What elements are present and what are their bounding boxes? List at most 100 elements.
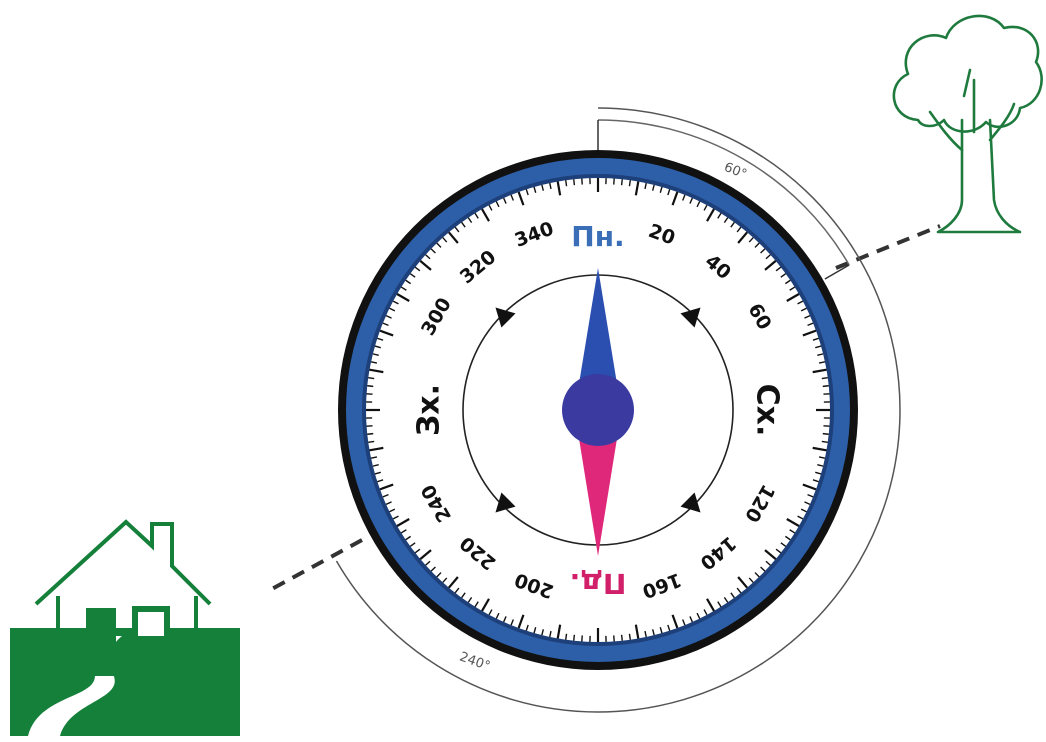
degree-tick bbox=[706, 598, 715, 612]
degree-tick bbox=[382, 322, 389, 326]
compass: Пн. Сх. Пд. Зх. 204060120140160200220240… bbox=[338, 150, 858, 670]
degree-tick bbox=[517, 614, 525, 629]
degree-tick bbox=[644, 630, 647, 638]
degree-tick bbox=[379, 483, 394, 491]
bearing-arc-60 bbox=[597, 119, 850, 266]
degree-tick bbox=[628, 180, 631, 187]
degree-tick bbox=[817, 353, 824, 357]
degree-tick bbox=[703, 204, 708, 211]
degree-tick bbox=[634, 624, 640, 639]
degree-tick bbox=[730, 221, 735, 228]
degree-tick bbox=[367, 432, 374, 435]
degree-tick bbox=[368, 440, 375, 443]
degree-tick bbox=[737, 576, 748, 589]
degree-tick bbox=[754, 242, 760, 248]
degree-tick bbox=[370, 456, 378, 459]
degree-tick bbox=[436, 242, 442, 248]
intercardinal-marker bbox=[680, 492, 701, 513]
degree-tick bbox=[802, 483, 817, 491]
sight-line-to-house bbox=[269, 538, 363, 592]
cardinal-west: Зх. bbox=[412, 384, 447, 436]
degree-tick bbox=[804, 314, 811, 319]
degree-tick bbox=[717, 601, 722, 608]
degree-tick bbox=[488, 609, 493, 616]
intercardinal-marker bbox=[495, 307, 516, 328]
degree-tick bbox=[372, 463, 379, 467]
degree-tick bbox=[533, 627, 537, 634]
degree-tick bbox=[689, 616, 694, 623]
bearing-label-60: 60° bbox=[722, 160, 749, 183]
degree-tick bbox=[821, 377, 828, 380]
degree-tick bbox=[620, 179, 623, 186]
degree-tick bbox=[644, 182, 647, 190]
degree-tick bbox=[541, 184, 545, 191]
degree-tick bbox=[374, 471, 381, 475]
degree-tick bbox=[812, 368, 827, 374]
house-door bbox=[86, 608, 116, 676]
cardinal-north: Пн. bbox=[571, 220, 624, 253]
degree-tick bbox=[696, 612, 701, 619]
degree-tick bbox=[682, 619, 686, 626]
degree-tick bbox=[369, 446, 384, 452]
degree-tick bbox=[800, 508, 807, 513]
degree-tick bbox=[474, 601, 479, 608]
degree-tick bbox=[502, 616, 507, 623]
intercardinal-markers bbox=[495, 307, 701, 513]
degree-tick bbox=[377, 479, 384, 483]
degree-tick bbox=[481, 598, 490, 612]
degree-tick bbox=[764, 549, 777, 560]
sight-lines bbox=[269, 224, 941, 592]
degree-tick bbox=[549, 630, 552, 638]
degree-tick bbox=[396, 293, 410, 302]
degree-tick bbox=[430, 566, 436, 572]
degree-tick bbox=[565, 633, 568, 640]
degree-tick bbox=[659, 627, 663, 634]
degree-tick bbox=[379, 329, 394, 337]
degree-tick bbox=[780, 542, 787, 547]
degree-tick bbox=[748, 577, 754, 583]
degree-tick bbox=[488, 204, 493, 211]
needle-south bbox=[576, 420, 620, 556]
degree-tick bbox=[481, 208, 490, 222]
degree-tick bbox=[659, 186, 663, 193]
degree-tick bbox=[392, 300, 399, 305]
degree-tick bbox=[821, 440, 828, 443]
degree-tick bbox=[495, 612, 500, 619]
degree-tick bbox=[765, 254, 771, 260]
degree-tick bbox=[448, 576, 459, 589]
degree-tick bbox=[815, 345, 822, 349]
degree-tick bbox=[502, 197, 507, 204]
intercardinal-marker bbox=[495, 492, 516, 513]
degree-tick bbox=[775, 548, 782, 554]
degree-tick bbox=[784, 279, 791, 285]
degree-tick bbox=[706, 208, 715, 222]
house-window-pane bbox=[138, 612, 164, 636]
degree-tick bbox=[474, 212, 479, 219]
degree-tick bbox=[573, 634, 576, 641]
bearing-label-240: 240° bbox=[457, 650, 492, 675]
degree-tick bbox=[736, 587, 742, 594]
needle-hub bbox=[562, 374, 634, 446]
compass-needle bbox=[562, 268, 634, 556]
degree-tick bbox=[807, 494, 814, 498]
degree-tick bbox=[812, 479, 819, 483]
degree-tick bbox=[786, 518, 800, 527]
degree-tick bbox=[764, 260, 777, 271]
degree-tick bbox=[510, 194, 514, 201]
degree-tick bbox=[797, 300, 804, 305]
degree-tick bbox=[368, 377, 375, 380]
cardinal-east: Сх. bbox=[750, 384, 785, 437]
degree-tick bbox=[789, 529, 796, 534]
degree-tick bbox=[389, 307, 396, 312]
degree-tick bbox=[804, 501, 811, 506]
degree-tick bbox=[549, 182, 552, 190]
degree-tick bbox=[780, 273, 787, 278]
degree-tick bbox=[370, 361, 378, 364]
cardinal-south: Пд. bbox=[570, 567, 627, 600]
degree-tick bbox=[775, 266, 782, 272]
degree-tick bbox=[754, 572, 760, 578]
degree-tick bbox=[573, 179, 576, 186]
degree-tick bbox=[367, 385, 374, 388]
degree-tick bbox=[620, 634, 623, 641]
